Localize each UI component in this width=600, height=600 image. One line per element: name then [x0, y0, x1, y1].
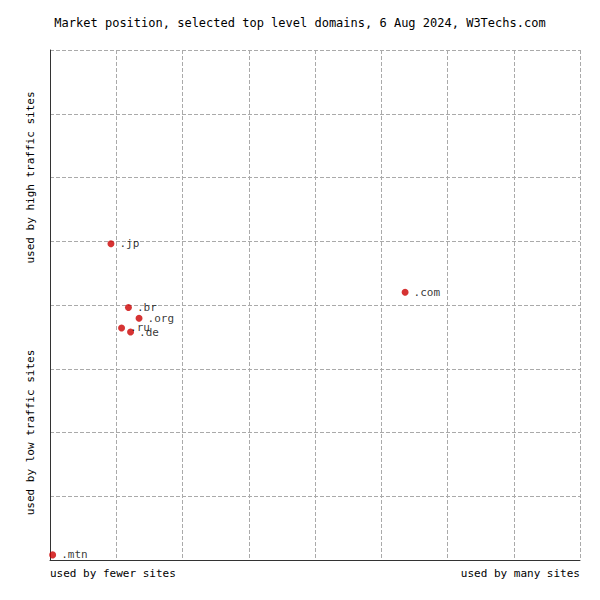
- svg-text:.jp: .jp: [119, 237, 139, 250]
- svg-text:Market position, selected top: Market position, selected top level doma…: [54, 16, 545, 30]
- svg-text:.mtn: .mtn: [61, 548, 88, 561]
- svg-text:.org: .org: [148, 312, 175, 325]
- svg-text:.com: .com: [414, 286, 441, 299]
- svg-text:used by high traffic sites: used by high traffic sites: [24, 91, 37, 263]
- svg-text:used by fewer sites: used by fewer sites: [50, 567, 176, 580]
- svg-text:used by low traffic sites: used by low traffic sites: [24, 350, 37, 516]
- svg-text:.br: .br: [136, 301, 157, 314]
- svg-text:.de: .de: [139, 326, 159, 339]
- svg-text:used by many sites: used by many sites: [461, 567, 580, 580]
